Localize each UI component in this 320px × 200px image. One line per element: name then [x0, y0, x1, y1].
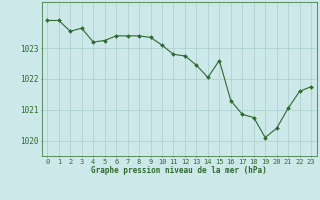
X-axis label: Graphe pression niveau de la mer (hPa): Graphe pression niveau de la mer (hPa): [91, 166, 267, 175]
